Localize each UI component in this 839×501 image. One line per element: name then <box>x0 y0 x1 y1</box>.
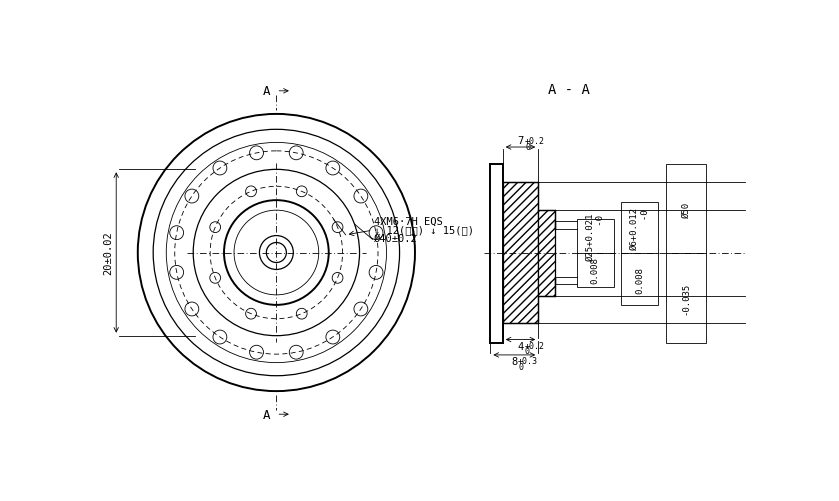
Text: 4: 4 <box>518 341 524 351</box>
Text: Ø6+0.012
     -0: Ø6+0.012 -0 <box>630 206 649 249</box>
Bar <box>622 202 659 305</box>
Text: 7: 7 <box>518 135 524 145</box>
Text: A: A <box>263 408 270 421</box>
Text: Ø25+0.021
      -0: Ø25+0.021 -0 <box>586 212 605 261</box>
Text: 20±0.02: 20±0.02 <box>103 231 113 275</box>
Text: 0: 0 <box>524 347 529 356</box>
Text: 8: 8 <box>511 357 518 367</box>
Text: -0.035: -0.035 <box>681 282 690 315</box>
Text: 0: 0 <box>525 143 530 152</box>
Text: 0: 0 <box>519 362 524 371</box>
Bar <box>666 165 706 343</box>
Text: A - A: A - A <box>548 82 590 96</box>
Bar <box>503 183 538 323</box>
Text: A: A <box>263 85 270 98</box>
Bar <box>576 219 613 288</box>
Text: 4XM6·7H EQS: 4XM6·7H EQS <box>374 216 443 226</box>
Text: +0.2: +0.2 <box>525 137 545 146</box>
Text: +0.3: +0.3 <box>519 357 538 366</box>
Bar <box>538 211 555 296</box>
Text: 0.008: 0.008 <box>635 266 644 293</box>
Text: 0.008: 0.008 <box>591 257 600 284</box>
Text: +0.2: +0.2 <box>524 341 545 350</box>
Text: Ø50: Ø50 <box>681 201 690 217</box>
Text: ↓ 12(螺纹) ↓ 15(孔): ↓ 12(螺纹) ↓ 15(孔) <box>374 224 474 234</box>
Text: Ø40±0.2: Ø40±0.2 <box>374 233 418 243</box>
